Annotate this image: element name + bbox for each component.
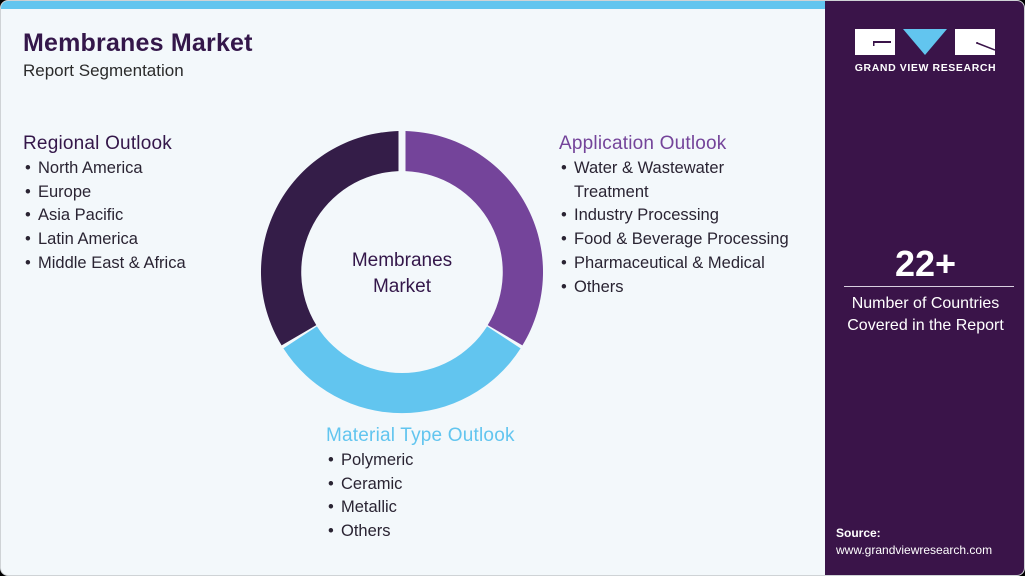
source-link[interactable]: www.grandviewresearch.com [836, 543, 993, 557]
material-type-outlook-title: Material Type Outlook [326, 425, 515, 446]
donut-chart [260, 131, 544, 414]
list-item: Asia Pacific [23, 204, 186, 228]
donut-segment-application [405, 131, 544, 346]
countries-label: Number of Countries Covered in the Repor… [825, 293, 1024, 337]
regional-outlook-section: Regional Outlook North America Europe As… [23, 133, 186, 276]
list-item: Food & Beverage Processing [559, 228, 824, 252]
list-item: Ceramic [326, 473, 515, 497]
list-item: Industry Processing [559, 204, 824, 228]
donut-center-line1: Membranes [351, 250, 453, 271]
donut-segment-material [283, 326, 521, 414]
regional-outlook-list: North America Europe Asia Pacific Latin … [23, 157, 186, 276]
gvr-logo-icon [855, 29, 995, 55]
page-title: Membranes Market [23, 29, 253, 57]
list-item: North America [23, 157, 186, 181]
sidebar-panel: GRAND VIEW RESEARCH 22+ Number of Countr… [825, 1, 1024, 575]
regional-outlook-title: Regional Outlook [23, 133, 172, 154]
list-item: Water & Wastewater Treatment [559, 157, 769, 204]
list-item: Middle East & Africa [23, 252, 186, 276]
list-item: Latin America [23, 228, 186, 252]
top-accent-bar [1, 1, 825, 9]
list-item: Europe [23, 181, 186, 205]
stat-divider [844, 286, 1014, 287]
source-heading: Source: [836, 526, 881, 540]
list-item: Others [559, 276, 824, 300]
list-item: Others [326, 520, 515, 544]
donut-center-label: Membranes Market [319, 248, 485, 300]
donut-segment-regional [260, 131, 399, 346]
list-item: Metallic [326, 496, 515, 520]
countries-count: 22+ [894, 243, 957, 284]
brand-name: GRAND VIEW RESEARCH [854, 62, 997, 74]
material-type-outlook-section: Material Type Outlook Polymeric Ceramic … [326, 425, 515, 544]
material-type-outlook-list: Polymeric Ceramic Metallic Others [326, 449, 515, 544]
countries-label-line1: Number of Countries [851, 295, 1000, 312]
page-subtitle: Report Segmentation [23, 61, 184, 80]
application-outlook-title: Application Outlook [559, 133, 727, 154]
application-outlook-section: Application Outlook Water & Wastewater T… [559, 133, 824, 299]
donut-center-line2: Market [372, 276, 432, 297]
list-item: Pharmaceutical & Medical [559, 252, 824, 276]
application-outlook-list: Water & Wastewater Treatment Industry Pr… [559, 157, 824, 299]
countries-label-line2: Covered in the Report [847, 317, 1004, 334]
list-item: Polymeric [326, 449, 515, 473]
